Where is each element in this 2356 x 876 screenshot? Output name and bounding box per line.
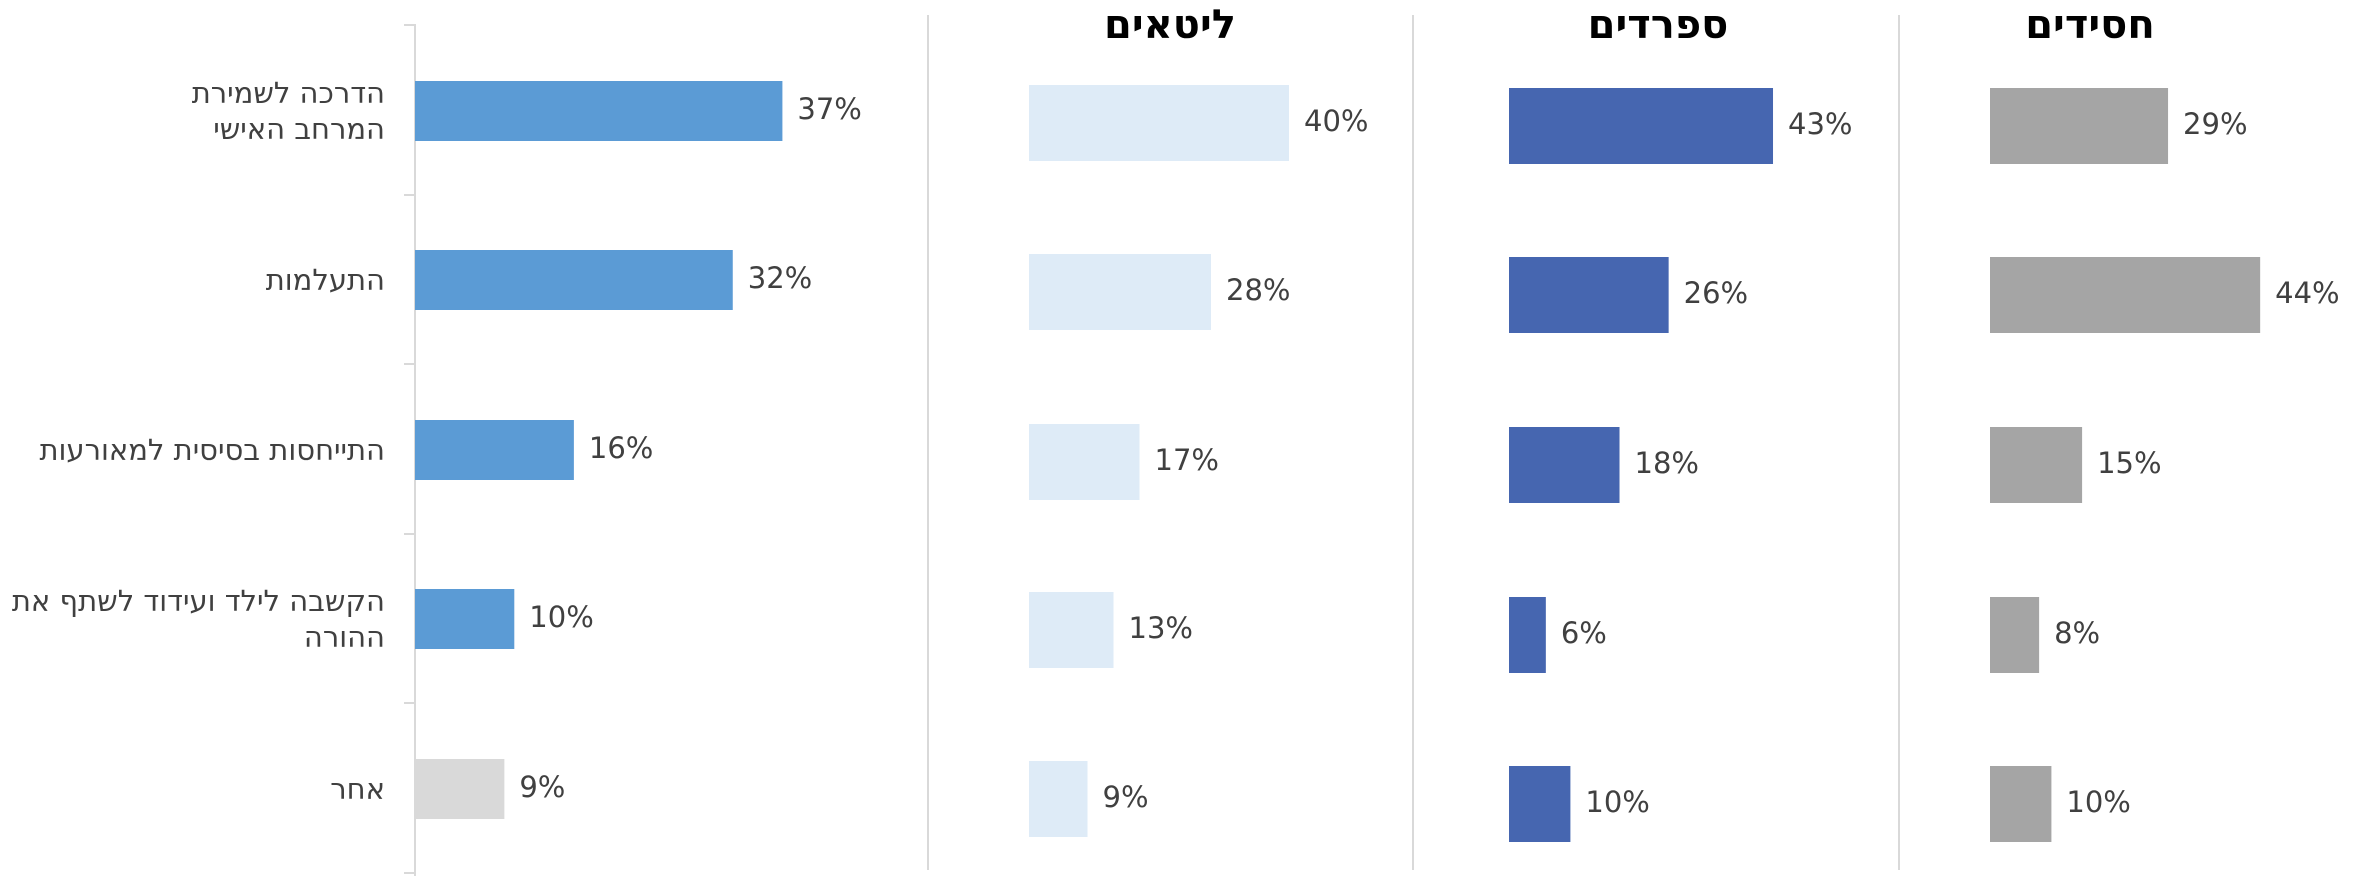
panel-title: חסידים bbox=[2025, 2, 2155, 48]
value-label: 6% bbox=[1561, 616, 1607, 650]
bar bbox=[1029, 592, 1114, 668]
value-label: 26% bbox=[1684, 276, 1748, 310]
bar bbox=[1029, 254, 1211, 330]
bar bbox=[415, 420, 574, 480]
value-label: 43% bbox=[1788, 107, 1852, 141]
value-label: 18% bbox=[1635, 446, 1699, 480]
category-label: אחר bbox=[330, 772, 385, 806]
bar bbox=[1990, 766, 2052, 842]
value-label: 29% bbox=[2183, 107, 2247, 141]
bar bbox=[415, 589, 515, 649]
value-label: 37% bbox=[797, 92, 861, 126]
bar bbox=[1990, 597, 2040, 673]
bar bbox=[1509, 427, 1620, 503]
value-label: 10% bbox=[1585, 785, 1649, 819]
category-label: הקשבה לילד ועידוד לשתף את ההורה bbox=[11, 584, 385, 654]
category-label: התייחסות בסיסית למאורעות bbox=[39, 433, 385, 467]
bar bbox=[1990, 257, 2261, 333]
value-label: 10% bbox=[2066, 785, 2130, 819]
bar bbox=[1029, 761, 1088, 837]
bar bbox=[415, 81, 783, 141]
bar bbox=[415, 759, 505, 819]
value-label: 9% bbox=[519, 770, 565, 804]
value-label: 10% bbox=[529, 600, 593, 634]
panel-title: ספרדים bbox=[1588, 2, 1729, 48]
value-label: 32% bbox=[748, 261, 812, 295]
bar bbox=[1509, 257, 1669, 333]
value-label: 15% bbox=[2097, 446, 2161, 480]
value-label: 13% bbox=[1129, 611, 1193, 645]
bar bbox=[1029, 85, 1289, 161]
value-label: 16% bbox=[589, 431, 653, 465]
bar bbox=[1509, 766, 1571, 842]
bar bbox=[1509, 597, 1546, 673]
value-label: 28% bbox=[1226, 273, 1290, 307]
value-label: 17% bbox=[1155, 443, 1219, 477]
bar bbox=[1509, 88, 1774, 164]
bar bbox=[415, 250, 733, 310]
category-label: הדרכה לשמירת המרחב האישי bbox=[191, 76, 385, 146]
value-label: 8% bbox=[2054, 616, 2100, 650]
bar bbox=[1990, 88, 2169, 164]
category-label: התעלמות bbox=[265, 263, 385, 297]
value-label: 9% bbox=[1103, 780, 1149, 814]
bar bbox=[1029, 424, 1140, 500]
panel-title: ליטאים bbox=[1104, 2, 1236, 48]
value-label: 40% bbox=[1304, 104, 1368, 138]
bar bbox=[1990, 427, 2083, 503]
value-label: 44% bbox=[2275, 276, 2339, 310]
